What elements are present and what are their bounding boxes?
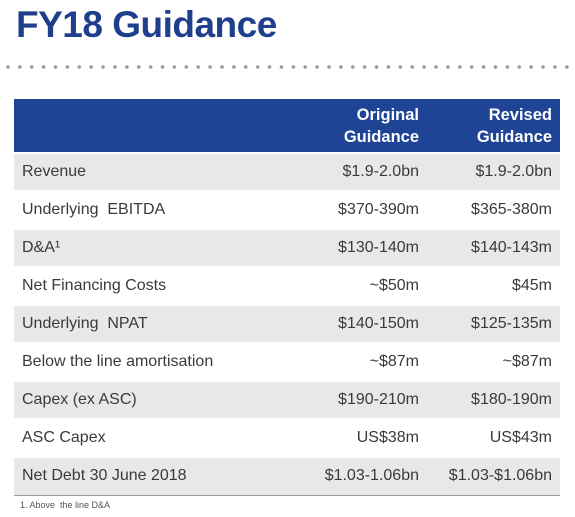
table-row: Net Debt 30 June 2018 $1.03-1.06bn $1.03… bbox=[14, 457, 560, 496]
header-revised-guidance: Revised Guidance bbox=[427, 99, 560, 154]
row-label: Underlying EBITDA bbox=[14, 191, 288, 230]
row-label: Net Debt 30 June 2018 bbox=[14, 457, 288, 496]
header-original-line1: Original bbox=[356, 105, 419, 124]
row-label: Revenue bbox=[14, 153, 288, 192]
table-row: Underlying NPAT $140-150m $125-135m bbox=[14, 305, 560, 344]
dotted-divider bbox=[2, 64, 573, 70]
header-original-guidance: Original Guidance bbox=[288, 99, 427, 154]
header-original-line2: Guidance bbox=[343, 127, 419, 146]
original-value: $1.9-2.0bn bbox=[288, 153, 427, 192]
revised-value: US$43m bbox=[427, 419, 560, 458]
page-title: FY18 Guidance bbox=[16, 4, 277, 45]
revised-value: $180-190m bbox=[427, 381, 560, 420]
row-label: ASC Capex bbox=[14, 419, 288, 458]
header-blank-cell bbox=[14, 99, 288, 154]
original-value: $130-140m bbox=[288, 229, 427, 268]
revised-value: $1.03-$1.06bn bbox=[427, 457, 560, 496]
table-row: Revenue $1.9-2.0bn $1.9-2.0bn bbox=[14, 153, 560, 192]
row-label: Capex (ex ASC) bbox=[14, 381, 288, 420]
revised-value: $45m bbox=[427, 267, 560, 306]
row-label: Net Financing Costs bbox=[14, 267, 288, 306]
revised-value: $365-380m bbox=[427, 191, 560, 230]
table-row: D&A¹ $130-140m $140-143m bbox=[14, 229, 560, 268]
revised-value: $1.9-2.0bn bbox=[427, 153, 560, 192]
table-row: Underlying EBITDA $370-390m $365-380m bbox=[14, 191, 560, 230]
revised-value: ~$87m bbox=[427, 343, 560, 382]
original-value: $1.03-1.06bn bbox=[288, 457, 427, 496]
original-value: ~$50m bbox=[288, 267, 427, 306]
table-row: Capex (ex ASC) $190-210m $180-190m bbox=[14, 381, 560, 420]
footnote: 1. Above the line D&A bbox=[20, 500, 111, 510]
original-value: ~$87m bbox=[288, 343, 427, 382]
original-value: $140-150m bbox=[288, 305, 427, 344]
revised-value: $125-135m bbox=[427, 305, 560, 344]
row-label: Underlying NPAT bbox=[14, 305, 288, 344]
table-header: Original Guidance Revised Guidance bbox=[14, 99, 560, 154]
original-value: $370-390m bbox=[288, 191, 427, 230]
revised-value: $140-143m bbox=[427, 229, 560, 268]
table-row: Below the line amortisation ~$87m ~$87m bbox=[14, 343, 560, 382]
original-value: US$38m bbox=[288, 419, 427, 458]
row-label: D&A¹ bbox=[14, 229, 288, 268]
table-body: Revenue $1.9-2.0bn $1.9-2.0bn Underlying… bbox=[14, 153, 560, 496]
table-row: ASC Capex US$38m US$43m bbox=[14, 419, 560, 458]
table-row: Net Financing Costs ~$50m $45m bbox=[14, 267, 560, 306]
row-label: Below the line amortisation bbox=[14, 343, 288, 382]
guidance-table: Original Guidance Revised Guidance Reven… bbox=[14, 99, 560, 496]
header-revised-line1: Revised bbox=[488, 105, 552, 124]
original-value: $190-210m bbox=[288, 381, 427, 420]
header-revised-line2: Guidance bbox=[476, 127, 552, 146]
